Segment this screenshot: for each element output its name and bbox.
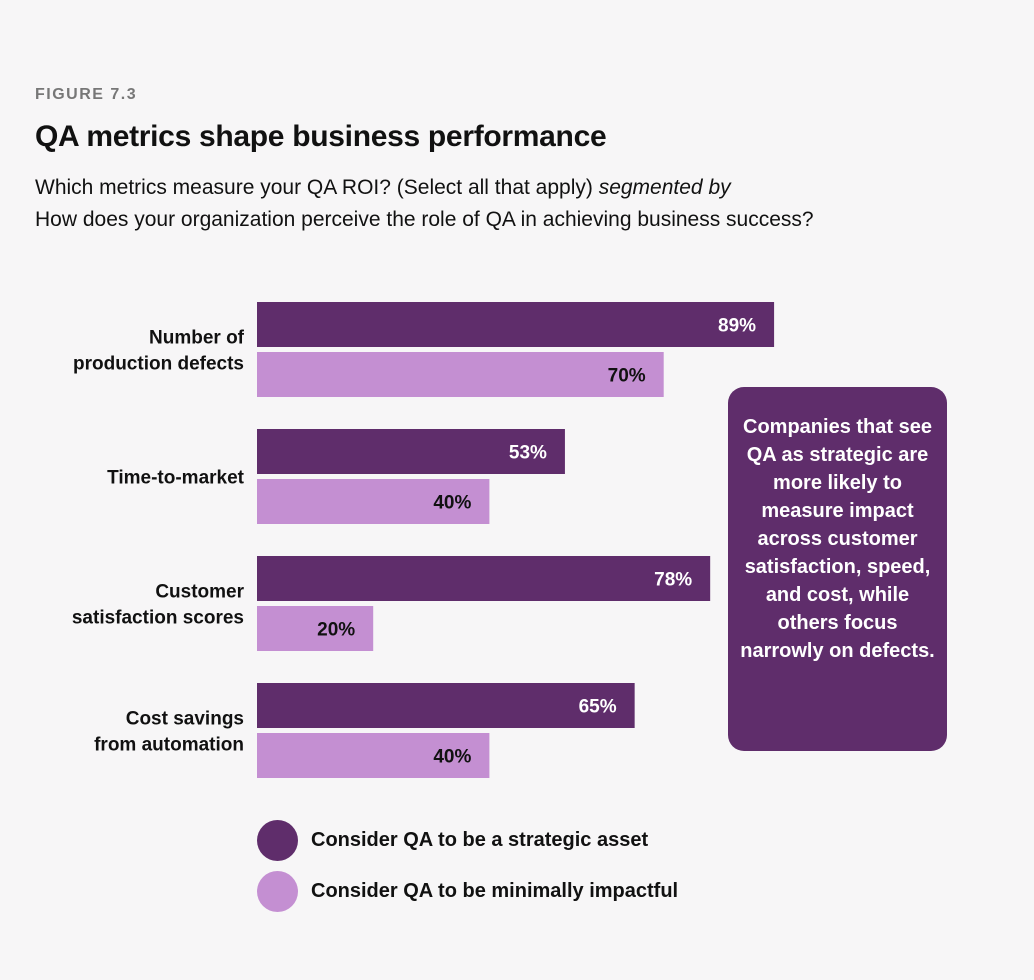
category-label-1: Time-to-market (107, 468, 245, 489)
category-label-line: Customer (155, 582, 244, 603)
value-label-minimal-2: 20% (317, 620, 355, 641)
bar-minimal-1 (257, 479, 490, 524)
category-label-2: Customer satisfaction scores (72, 582, 245, 629)
category-label-line: Time-to-market (107, 468, 245, 489)
value-label-strategic-2: 78% (654, 570, 692, 591)
bar-strategic-0 (257, 302, 775, 347)
value-label-minimal-3: 40% (433, 747, 471, 768)
legend-item-strategic: Consider QA to be a strategic asset (257, 820, 678, 861)
legend-label-minimal: Consider QA to be minimally impactful (311, 880, 679, 902)
legend-swatch-minimal (257, 871, 298, 912)
legend-label-strategic: Consider QA to be a strategic asset (311, 829, 649, 851)
value-label-minimal-1: 40% (433, 493, 471, 514)
legend-item-minimal: Consider QA to be minimally impactful (257, 871, 678, 912)
category-label-3: Cost savings from automation (94, 709, 244, 756)
value-label-strategic-0: 89% (718, 316, 756, 337)
value-label-strategic-1: 53% (509, 443, 547, 464)
bar-minimal-3 (257, 733, 490, 778)
subtitle-segment-label: segmented by (598, 176, 731, 199)
chart-title: QA metrics shape business performance (35, 120, 607, 153)
bar-minimal-0 (257, 352, 664, 397)
category-label-line: Cost savings (126, 709, 244, 730)
legend-swatch-strategic (257, 820, 298, 861)
category-label-line: Number of (149, 328, 245, 349)
figure-label: FIGURE 7.3 (35, 86, 138, 103)
insight-callout: Companies that see QA as strategic are m… (728, 387, 947, 751)
category-label-line: from automation (94, 735, 244, 756)
subtitle-segment-question: How does your organization perceive the … (35, 208, 814, 231)
category-label-line: production defects (73, 354, 244, 375)
category-label-line: satisfaction scores (72, 608, 244, 629)
value-label-minimal-0: 70% (608, 366, 646, 387)
bar-strategic-1 (257, 429, 565, 474)
bar-strategic-2 (257, 556, 711, 601)
chart-subtitle: Which metrics measure your QA ROI? (Sele… (35, 172, 995, 236)
callout-text: Companies that see QA as strategic are m… (740, 416, 935, 662)
subtitle-question: Which metrics measure your QA ROI? (Sele… (35, 176, 599, 199)
category-label-0: Number of production defects (73, 328, 245, 375)
value-label-strategic-3: 65% (579, 697, 617, 718)
chart-legend: Consider QA to be a strategic asset Cons… (257, 820, 678, 922)
bar-minimal-2 (257, 606, 374, 651)
bar-strategic-3 (257, 683, 635, 728)
